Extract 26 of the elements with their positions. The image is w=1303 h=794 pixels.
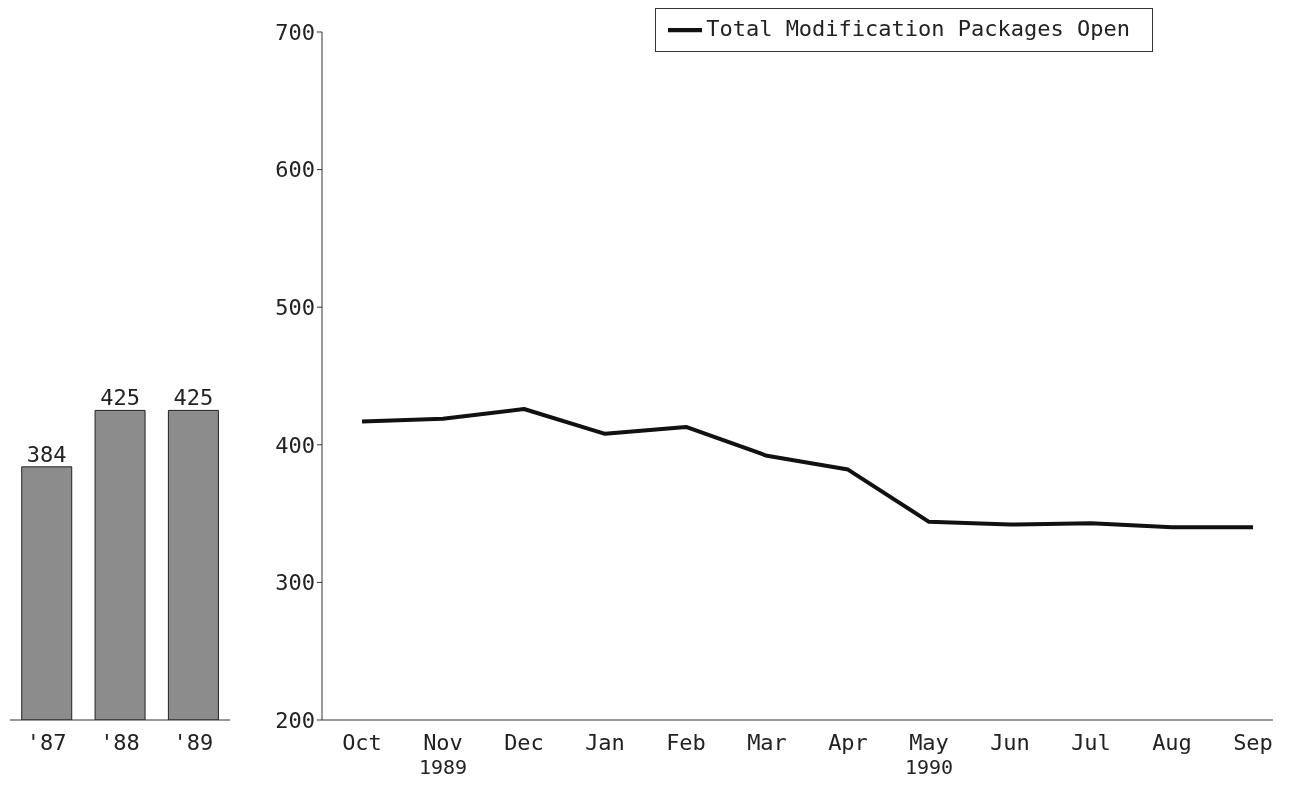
x-tick-label: Aug — [1152, 730, 1192, 755]
x-tick-label: Jun — [990, 730, 1030, 755]
data-label: 384 — [26, 441, 67, 467]
x-tick-label: '87 — [26, 730, 67, 755]
x-tick-label: Apr — [828, 730, 868, 755]
data-label: 425 — [100, 385, 140, 411]
line-series — [360, 407, 1255, 530]
x-tick-label: Sep — [1233, 730, 1273, 755]
x-tick-label: Nov 1989 — [418, 730, 468, 779]
x-tick-label: '88 — [100, 730, 140, 755]
x-tick-label: Feb — [666, 730, 706, 755]
x-tick-label: '89 — [173, 730, 214, 755]
y-tick-label: 600 — [275, 157, 315, 183]
y-tick-label: 700 — [275, 19, 315, 45]
legend-label: Total Modification Packages Open — [706, 16, 1130, 41]
x-tick-label: Jul — [1071, 730, 1111, 755]
x-tick-label: May 1990 — [904, 730, 954, 779]
x-tick-label: Dec — [504, 730, 544, 755]
x-tick-label: Jan — [585, 730, 625, 755]
y-tick-label: 500 — [275, 295, 315, 321]
x-tick-label: Oct — [342, 730, 382, 755]
y-tick-label: 300 — [275, 570, 315, 596]
y-tick-label: 200 — [275, 707, 315, 733]
x-tick-label: Mar — [747, 730, 787, 755]
data-label: 425 — [173, 385, 214, 411]
y-tick-label: 400 — [275, 432, 315, 458]
